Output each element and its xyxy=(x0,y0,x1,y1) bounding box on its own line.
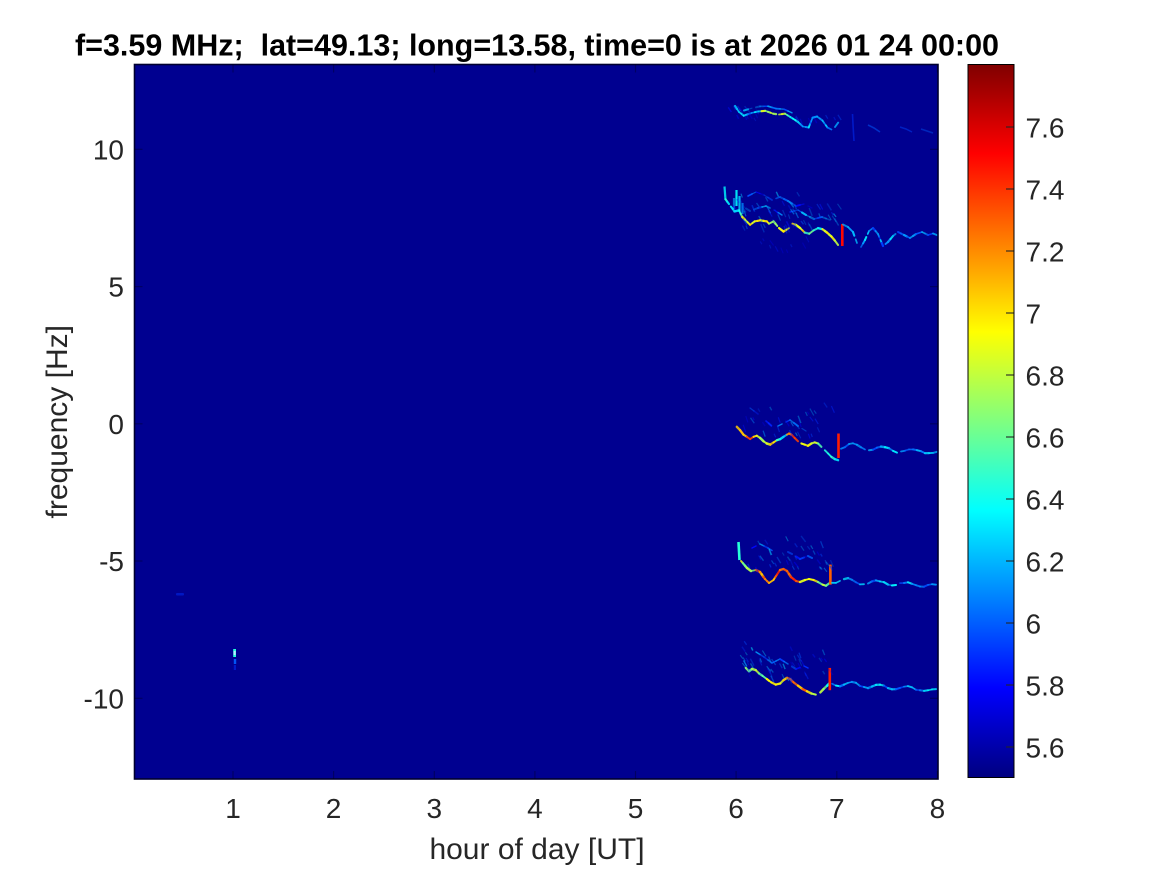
svg-text:6: 6 xyxy=(728,793,744,824)
svg-text:10: 10 xyxy=(93,134,124,165)
svg-text:5: 5 xyxy=(628,793,644,824)
svg-text:7: 7 xyxy=(1026,299,1042,330)
svg-text:6: 6 xyxy=(1026,609,1042,640)
svg-text:-10: -10 xyxy=(84,683,124,714)
svg-text:f=3.59 MHz; lat=49.13; long=1: f=3.59 MHz; lat=49.13; long=13.58, time=… xyxy=(75,29,999,63)
svg-text:1: 1 xyxy=(225,793,241,824)
svg-text:7.2: 7.2 xyxy=(1026,237,1065,268)
svg-text:2: 2 xyxy=(326,793,342,824)
svg-text:0: 0 xyxy=(108,409,124,440)
svg-text:-5: -5 xyxy=(99,546,124,577)
svg-text:7: 7 xyxy=(829,793,845,824)
svg-text:7.4: 7.4 xyxy=(1026,175,1065,206)
svg-text:6.2: 6.2 xyxy=(1026,547,1065,578)
svg-text:5.6: 5.6 xyxy=(1026,733,1065,764)
svg-text:6.8: 6.8 xyxy=(1026,361,1065,392)
svg-text:3: 3 xyxy=(427,793,443,824)
svg-text:frequency [Hz]: frequency [Hz] xyxy=(41,325,74,518)
svg-text:6.6: 6.6 xyxy=(1026,423,1065,454)
svg-text:5.8: 5.8 xyxy=(1026,671,1065,702)
svg-text:8: 8 xyxy=(930,793,946,824)
svg-text:hour of day [UT]: hour of day [UT] xyxy=(429,833,644,866)
svg-text:7.6: 7.6 xyxy=(1026,113,1065,144)
svg-text:6.4: 6.4 xyxy=(1026,485,1065,516)
svg-text:5: 5 xyxy=(108,272,124,303)
svg-text:4: 4 xyxy=(527,793,543,824)
